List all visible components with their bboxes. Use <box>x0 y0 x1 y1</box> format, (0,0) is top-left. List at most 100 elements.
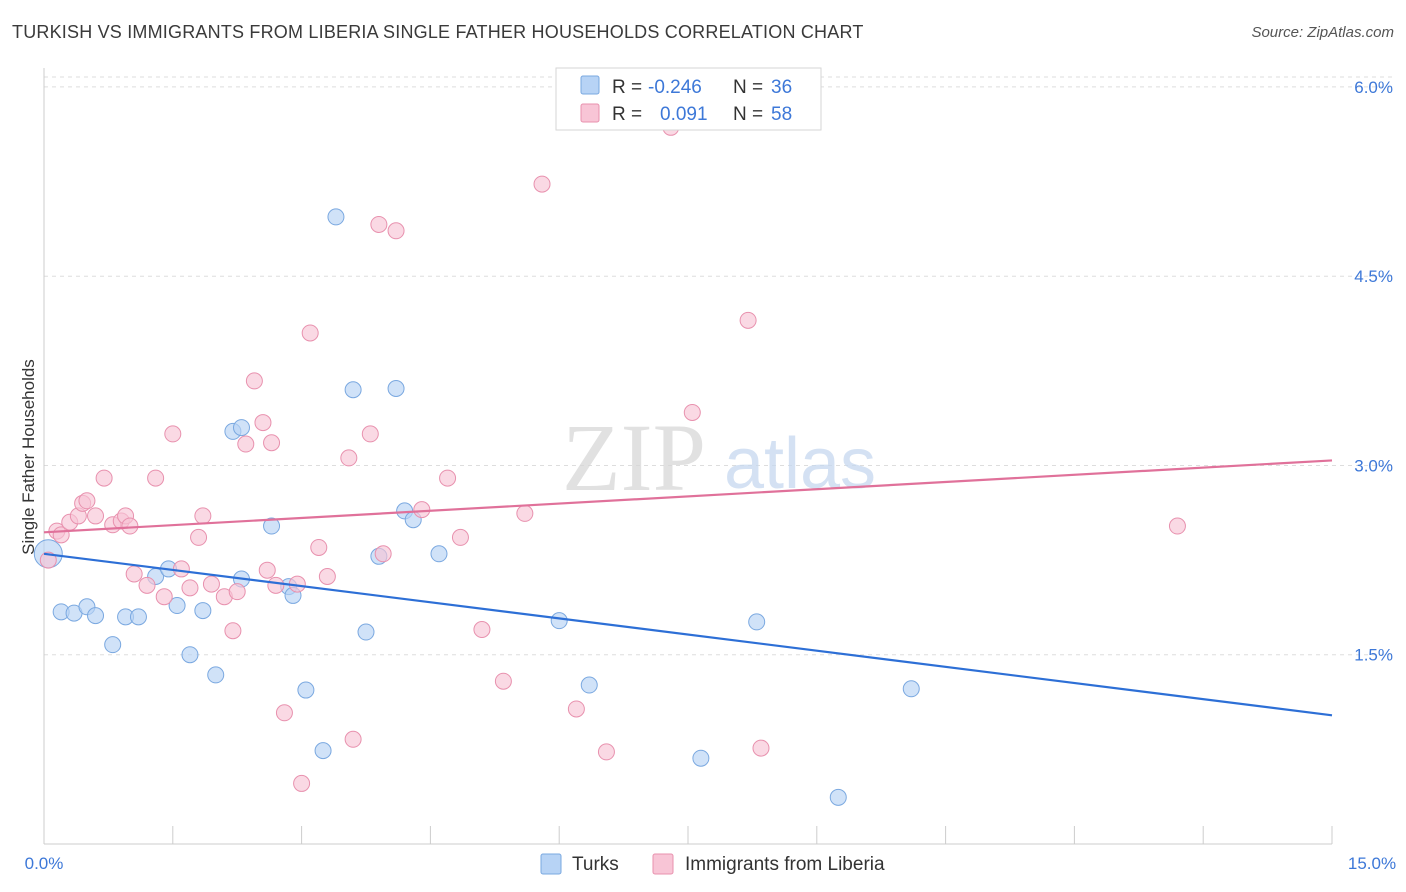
trend-lines <box>43 459 1333 717</box>
liberia-point <box>121 517 139 535</box>
liberia-point <box>567 700 585 718</box>
series-legend: Turks Immigrants from Liberia <box>540 853 885 875</box>
liberia-point <box>224 622 242 640</box>
liberia-point <box>228 583 246 601</box>
x-tick-label-max: 15.0% <box>1348 854 1396 873</box>
turks-point <box>297 681 315 699</box>
liberia-point <box>301 324 319 342</box>
turks-point <box>263 517 281 535</box>
liberia-point <box>95 469 113 487</box>
liberia-point <box>752 739 770 757</box>
turks-point <box>387 379 405 397</box>
turks-point <box>430 545 448 563</box>
turks-trend-line <box>43 552 1333 717</box>
turks-swatch <box>580 75 600 95</box>
liberia-point <box>138 576 156 594</box>
turks-r-value: -0.246 <box>648 77 702 98</box>
liberia-point <box>494 672 512 690</box>
x-axis-ticks <box>172 826 1333 844</box>
turks-point <box>580 676 598 694</box>
liberia-point <box>439 469 457 487</box>
liberia-trend-line <box>43 459 1333 534</box>
liberia-point <box>147 469 165 487</box>
liberia-point <box>310 538 328 556</box>
liberia-point <box>194 507 212 525</box>
liberia-point <box>597 743 615 761</box>
turks-point <box>207 666 225 684</box>
liberia-point <box>473 620 491 638</box>
chart-title: TURKISH VS IMMIGRANTS FROM LIBERIA SINGL… <box>12 22 864 42</box>
turks-point <box>829 788 847 806</box>
legend-turks-label: Turks <box>572 854 619 875</box>
y-tick-label: 6.0% <box>1354 78 1393 97</box>
turks-point <box>902 680 920 698</box>
legend-liberia-label: Immigrants from Liberia <box>685 854 885 875</box>
liberia-point <box>202 575 220 593</box>
liberia-point <box>374 545 392 563</box>
turks-point <box>748 613 766 631</box>
liberia-swatch <box>580 103 600 123</box>
turks-point <box>104 636 122 654</box>
x-tick-label-min: 0.0% <box>25 854 64 873</box>
liberia-point <box>78 492 96 510</box>
watermark-zip: ZIP <box>562 404 706 511</box>
y-tick-label: 4.5% <box>1354 267 1393 286</box>
liberia-point <box>683 403 701 421</box>
turks-r-label: R = <box>612 77 642 98</box>
gridlines <box>44 76 1392 656</box>
turks-n-value: 36 <box>771 77 792 98</box>
turks-point <box>232 419 250 437</box>
liberia-n-value: 58 <box>771 104 792 125</box>
liberia-point <box>533 175 551 193</box>
liberia-point <box>190 528 208 546</box>
legend-liberia-swatch <box>652 853 674 875</box>
turks-point <box>87 607 105 625</box>
liberia-point <box>39 551 57 569</box>
liberia-point <box>254 414 272 432</box>
turks-point <box>344 381 362 399</box>
turks-point <box>692 749 710 767</box>
liberia-point <box>370 215 388 233</box>
liberia-point <box>739 311 757 329</box>
y-tick-labels: 1.5% 3.0% 4.5% 6.0% <box>1354 78 1393 665</box>
liberia-point <box>237 435 255 453</box>
turks-point <box>168 597 186 615</box>
liberia-point <box>1168 517 1186 535</box>
liberia-point <box>155 588 173 606</box>
source-label: Source: ZipAtlas.com <box>1251 24 1394 41</box>
legend-turks-swatch <box>540 853 562 875</box>
turks-point <box>327 208 345 226</box>
turks-point <box>181 646 199 664</box>
liberia-point <box>87 507 105 525</box>
liberia-point <box>267 576 285 594</box>
liberia-point <box>387 222 405 240</box>
liberia-point <box>258 561 276 579</box>
stats-legend-box <box>555 67 822 131</box>
liberia-n-label: N = <box>733 104 763 125</box>
liberia-point <box>516 504 534 522</box>
turks-point <box>129 608 147 626</box>
liberia-point <box>318 568 336 586</box>
liberia-point <box>164 425 182 443</box>
liberia-point <box>245 372 263 390</box>
liberia-r-label: R = <box>612 104 642 125</box>
turks-point <box>194 602 212 620</box>
liberia-point <box>275 704 293 722</box>
stats-legend: R = -0.246 N = 36 R = 0.091 N = 58 <box>555 67 822 131</box>
liberia-r-value: 0.091 <box>660 104 708 125</box>
y-tick-label: 1.5% <box>1354 646 1393 665</box>
turks-n-label: N = <box>733 77 763 98</box>
liberia-point <box>293 774 311 792</box>
liberia-point <box>263 434 281 452</box>
liberia-point <box>361 425 379 443</box>
turks-point <box>357 623 375 641</box>
liberia-point <box>413 501 431 519</box>
turks-point <box>550 612 568 630</box>
y-tick-label: 3.0% <box>1354 456 1393 475</box>
liberia-point <box>172 560 190 578</box>
liberia-point <box>125 565 143 583</box>
liberia-point <box>181 579 199 597</box>
liberia-point <box>451 528 469 546</box>
y-axis-title: Single Father Households <box>19 359 38 555</box>
